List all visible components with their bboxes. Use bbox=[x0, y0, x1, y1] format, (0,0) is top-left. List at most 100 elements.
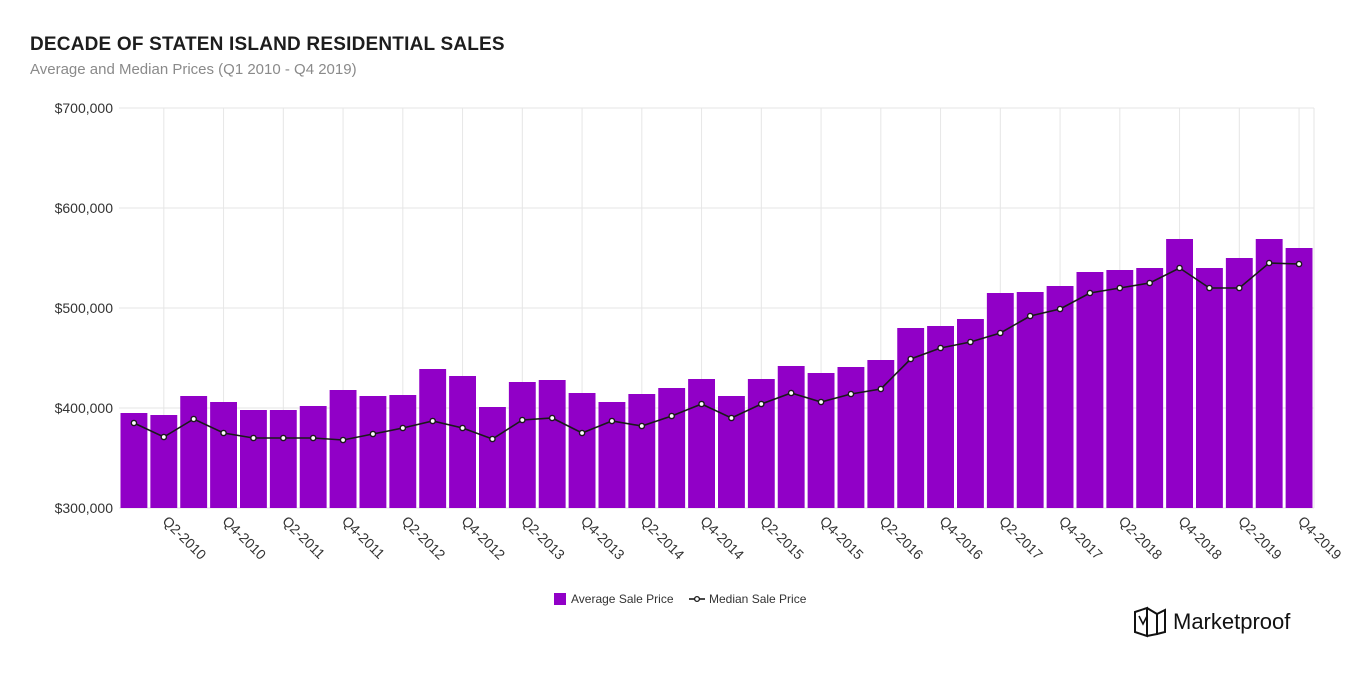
point-median-q4-2015[interactable] bbox=[817, 398, 825, 406]
point-median-q3-2019[interactable] bbox=[1265, 259, 1273, 267]
point-median-q4-2016[interactable] bbox=[937, 344, 944, 352]
chart-title: DECADE OF STATEN ISLAND RESIDENTIAL SALE… bbox=[30, 34, 505, 55]
bar-average-q2-2011[interactable] bbox=[269, 410, 297, 508]
bar-average-q1-2017[interactable] bbox=[957, 319, 984, 508]
bar-average-q4-2015[interactable] bbox=[807, 373, 835, 508]
bar-average-q2-2015[interactable] bbox=[747, 379, 775, 508]
x-axis: Q2-2010 Q4-2010 Q2-2011 Q4-2011 Q2-2012 Q4-20… bbox=[160, 513, 1345, 563]
bar-average-q2-2014[interactable] bbox=[628, 394, 656, 508]
bar-average-q4-2010[interactable] bbox=[210, 402, 237, 508]
point-median-q4-2010[interactable] bbox=[220, 429, 227, 437]
x-tick-label: Q4-2014 bbox=[697, 513, 747, 563]
bar-average-q2-2013[interactable] bbox=[508, 382, 536, 508]
point-median-q4-2011[interactable] bbox=[339, 436, 347, 444]
bar-average-q1-2010[interactable] bbox=[120, 413, 148, 508]
point-median-q1-2010[interactable] bbox=[130, 419, 138, 427]
bar-average-q1-2019[interactable] bbox=[1196, 268, 1223, 508]
point-median-q2-2011[interactable] bbox=[280, 434, 287, 442]
x-tick-label: Q2-2010 bbox=[160, 513, 210, 563]
bar-average-q2-2012[interactable] bbox=[389, 395, 417, 508]
point-median-q3-2018[interactable] bbox=[1146, 279, 1153, 287]
point-median-q3-2013[interactable] bbox=[548, 414, 556, 422]
point-median-q2-2013[interactable] bbox=[519, 416, 526, 424]
point-median-q3-2011[interactable] bbox=[309, 434, 317, 442]
bar-average-q4-2017[interactable] bbox=[1046, 286, 1074, 508]
x-tick-label: Q4-2016 bbox=[936, 513, 986, 563]
bar-average-q3-2015[interactable] bbox=[777, 366, 805, 508]
bar-average-q2-2016[interactable] bbox=[867, 360, 895, 508]
point-median-q3-2014[interactable] bbox=[668, 412, 675, 420]
bar-average-q3-2011[interactable] bbox=[299, 406, 327, 508]
brand-name: Marketproof bbox=[1173, 609, 1291, 634]
point-median-q2-2014[interactable] bbox=[638, 422, 646, 430]
point-median-q2-2019[interactable] bbox=[1236, 284, 1243, 292]
bar-average-q4-2019[interactable] bbox=[1285, 248, 1313, 508]
bar-average-q1-2016[interactable] bbox=[837, 367, 865, 508]
bar-average-q2-2019[interactable] bbox=[1225, 258, 1253, 508]
y-tick-label: $600,000 bbox=[55, 200, 114, 216]
point-median-q2-2010[interactable] bbox=[160, 433, 168, 441]
point-median-q1-2016[interactable] bbox=[847, 390, 855, 398]
y-tick-label: $500,000 bbox=[55, 300, 114, 316]
bar-average-q2-2010[interactable] bbox=[150, 415, 178, 508]
point-median-q2-2018[interactable] bbox=[1116, 284, 1124, 292]
bar-average-q4-2011[interactable] bbox=[329, 390, 357, 508]
point-median-q4-2012[interactable] bbox=[459, 424, 466, 432]
bar-average-q4-2013[interactable] bbox=[568, 393, 596, 508]
x-tick-label: Q2-2016 bbox=[877, 513, 927, 563]
point-median-q1-2018[interactable] bbox=[1086, 289, 1094, 297]
point-median-q4-2014[interactable] bbox=[698, 400, 705, 408]
bar-average-q3-2012[interactable] bbox=[419, 369, 447, 508]
legend-swatch-average[interactable] bbox=[554, 593, 566, 605]
legend-label-average[interactable]: Average Sale Price bbox=[571, 592, 674, 606]
bar-average-q1-2013[interactable] bbox=[479, 407, 506, 508]
bar-average-q3-2018[interactable] bbox=[1136, 268, 1164, 508]
point-median-q1-2017[interactable] bbox=[967, 338, 974, 346]
bar-average-q2-2018[interactable] bbox=[1106, 270, 1134, 508]
marketproof-logo-icon bbox=[1134, 606, 1166, 638]
point-median-q3-2016[interactable] bbox=[907, 355, 914, 363]
point-median-q1-2012[interactable] bbox=[369, 430, 377, 438]
median-line-path bbox=[133, 262, 1300, 441]
x-tick-label: Q2-2019 bbox=[1235, 513, 1285, 563]
bar-average-q4-2012[interactable] bbox=[449, 376, 476, 508]
bar-average-q3-2019[interactable] bbox=[1255, 239, 1283, 508]
x-tick-label: Q4-2017 bbox=[1056, 513, 1106, 563]
point-median-q2-2015[interactable] bbox=[758, 400, 765, 408]
legend-swatch-median-marker bbox=[693, 595, 701, 603]
point-median-q4-2018[interactable] bbox=[1176, 264, 1183, 272]
bar-average-q4-2018[interactable] bbox=[1166, 239, 1193, 508]
bar-average-q1-2018[interactable] bbox=[1076, 272, 1104, 508]
legend: Average Sale Price Median Sale Price bbox=[554, 592, 807, 606]
point-median-q4-2017[interactable] bbox=[1056, 305, 1064, 313]
bar-average-q4-2016[interactable] bbox=[927, 326, 954, 508]
bar-average-q1-2011[interactable] bbox=[240, 410, 267, 508]
point-median-q1-2013[interactable] bbox=[489, 435, 496, 443]
point-median-q1-2015[interactable] bbox=[728, 414, 735, 422]
point-median-q4-2013[interactable] bbox=[578, 429, 586, 437]
y-tick-label: $300,000 bbox=[55, 500, 114, 516]
point-median-q3-2015[interactable] bbox=[787, 389, 795, 397]
point-median-q2-2017[interactable] bbox=[997, 329, 1004, 337]
point-median-q1-2011[interactable] bbox=[250, 434, 257, 442]
x-tick-label: Q4-2012 bbox=[458, 513, 508, 563]
bar-average-q2-2017[interactable] bbox=[986, 293, 1014, 508]
x-tick-label: Q2-2015 bbox=[757, 513, 807, 563]
legend-label-median[interactable]: Median Sale Price bbox=[709, 592, 807, 606]
point-median-q2-2016[interactable] bbox=[877, 385, 885, 393]
point-median-q3-2010[interactable] bbox=[190, 415, 197, 423]
x-tick-label: Q4-2010 bbox=[219, 513, 269, 563]
bar-average-q3-2013[interactable] bbox=[538, 380, 566, 508]
bar-average-q4-2014[interactable] bbox=[688, 379, 715, 508]
bar-average-q3-2010[interactable] bbox=[180, 396, 208, 508]
point-median-q3-2017[interactable] bbox=[1026, 312, 1034, 320]
point-median-q3-2012[interactable] bbox=[429, 417, 436, 425]
x-tick-label: Q4-2019 bbox=[1295, 513, 1345, 563]
point-median-q1-2014[interactable] bbox=[608, 417, 616, 425]
point-median-q2-2012[interactable] bbox=[399, 424, 407, 432]
point-median-q4-2019[interactable] bbox=[1295, 260, 1303, 268]
bar-average-q1-2012[interactable] bbox=[359, 396, 387, 508]
bar-average-q3-2017[interactable] bbox=[1016, 292, 1044, 508]
point-median-q1-2019[interactable] bbox=[1206, 284, 1213, 292]
bar-average-q3-2014[interactable] bbox=[658, 388, 686, 508]
